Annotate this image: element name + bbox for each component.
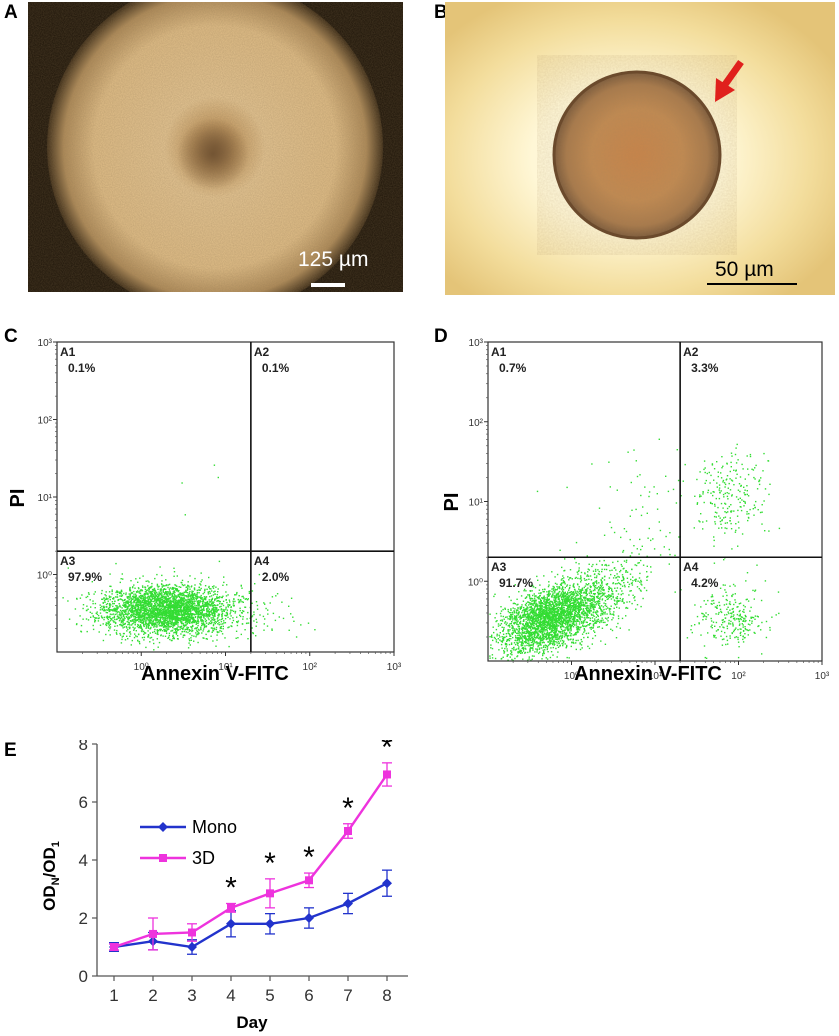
- plot-frame-C: [56, 341, 395, 653]
- arrow-icon: [715, 59, 744, 102]
- scatter-points-D: [489, 438, 781, 662]
- quadrant-percent-C-A3: 97.9%: [68, 570, 102, 584]
- y-tick-label-e-3: 6: [79, 793, 88, 812]
- y-tick-label-D-1: 10¹: [469, 498, 484, 509]
- x-tick-label-e-4: 5: [265, 986, 274, 1005]
- y-axis-label-c: PI: [7, 489, 29, 508]
- y-tick-label-C-2: 10²: [38, 416, 53, 427]
- x-tick-label-e-3: 4: [226, 986, 235, 1005]
- point-3d-1: [110, 943, 118, 951]
- y-tick-label-C-3: 10³: [38, 338, 53, 349]
- x-tick-label-D-3: 10³: [815, 671, 830, 682]
- flow-plot-d: 10⁰ 10⁰ 10¹ 10¹ 10² 10² 10³ 10³ A1 0.7% A2 3.3% A3 91…: [441, 338, 830, 685]
- flow-plot-c: 10⁰ 10⁰ 10¹ 10¹ 10² 10² 10³ 10³ A1 0.1% A2 0.1% A3 97…: [7, 338, 402, 685]
- x-axis-label-c: Annexin V-FITC: [141, 663, 289, 685]
- significance-mark-7: *: [342, 792, 354, 825]
- point-3d-6: [305, 876, 313, 885]
- point-3d-7: [344, 827, 352, 835]
- quadrant-percent-C-A4: 2.0%: [262, 570, 290, 584]
- quadrant-percent-D-A2: 3.3%: [691, 361, 719, 375]
- y-axis-label-e: ODN/OD1: [40, 841, 62, 911]
- legend-e: Mono 3D: [140, 817, 237, 868]
- quadrant-name-D-A1: A1: [491, 345, 507, 359]
- quadrant-percent-D-A1: 0.7%: [499, 361, 527, 375]
- point-mono-4: [226, 918, 236, 929]
- x-tick-label-D-0: 10⁰: [564, 671, 579, 682]
- quadrant-name-D-A4: A4: [683, 560, 699, 574]
- legend-marker-3d: [159, 854, 167, 862]
- quadrant-percent-D-A4: 4.2%: [691, 576, 719, 590]
- y-tick-label-C-1: 10¹: [38, 493, 53, 504]
- quadrant-name-C-A1: A1: [60, 345, 76, 359]
- y-axis-label-d: PI: [441, 493, 463, 512]
- x-tick-label-e-2: 3: [187, 986, 196, 1005]
- x-tick-label-e-1: 2: [148, 986, 157, 1005]
- significance-mark-6: *: [303, 841, 315, 874]
- point-3d-4: [227, 903, 235, 912]
- micrograph-b: 50 µm: [445, 2, 835, 295]
- panel-letter-b: B: [434, 2, 448, 23]
- y-tick-label-e-2: 4: [79, 851, 88, 870]
- quadrant-name-C-A4: A4: [254, 554, 270, 568]
- y-tick-label-C-0: 10⁰: [37, 571, 52, 582]
- line-chart-e: 0 2 4 6 8 1 2 3 4 5 6 7 8 * * * * * Mono 3D ODN/OD1 Day: [40, 740, 408, 1032]
- point-3d-3: [188, 928, 196, 937]
- x-tick-label-e-7: 8: [382, 986, 391, 1005]
- quadrant-name-D-A3: A3: [491, 560, 507, 574]
- legend-marker-mono: [158, 822, 168, 832]
- significance-mark-4: *: [225, 872, 237, 905]
- y-tick-label-e-0: 0: [79, 967, 88, 986]
- y-tick-label-D-2: 10²: [469, 418, 484, 429]
- y-tick-label-e-4: 8: [79, 740, 88, 754]
- point-mono-5: [265, 918, 275, 929]
- quadrant-percent-C-A2: 0.1%: [262, 361, 290, 375]
- x-tick-label-e-6: 7: [343, 986, 352, 1005]
- point-mono-8: [382, 878, 392, 889]
- scale-label-b: 50 µm: [715, 258, 774, 281]
- x-axis-label-d: Annexin V-FITC: [574, 663, 722, 685]
- point-mono-3: [187, 942, 197, 952]
- x-tick-label-D-1: 10¹: [648, 671, 663, 682]
- quadrant-percent-C-A1: 0.1%: [68, 361, 96, 375]
- y-tick-label-e-1: 2: [79, 909, 88, 928]
- quadrant-name-D-A2: A2: [683, 345, 699, 359]
- x-tick-label-e-0: 1: [109, 986, 118, 1005]
- series-line-3d: [113, 773, 388, 949]
- point-3d-2: [149, 929, 157, 938]
- y-tick-label-D-0: 10⁰: [468, 577, 483, 588]
- panel-letter-a: A: [4, 2, 18, 23]
- x-tick-label-C-2: 10²: [303, 662, 318, 673]
- significance-mark-8: *: [381, 740, 393, 764]
- y-tick-label-D-3: 10³: [469, 338, 484, 349]
- significance-mark-5: *: [264, 847, 276, 880]
- panel-letter-c: C: [4, 326, 18, 347]
- legend-label-mono: Mono: [192, 817, 237, 837]
- scatter-points-C: [62, 464, 316, 651]
- scale-label-a: 125 µm: [298, 248, 369, 271]
- micrograph-a: 125 µm: [28, 2, 403, 292]
- quadrant-percent-D-A3: 91.7%: [499, 576, 533, 590]
- point-mono-7: [343, 898, 353, 909]
- x-tick-label-C-1: 10¹: [218, 662, 233, 673]
- quadrant-name-C-A3: A3: [60, 554, 76, 568]
- x-tick-label-C-0: 10⁰: [134, 662, 149, 673]
- micrograph-b-image: [445, 2, 835, 295]
- legend-label-3d: 3D: [192, 848, 215, 868]
- panel-letter-e: E: [4, 740, 17, 761]
- point-mono-6: [304, 913, 314, 923]
- micrograph-a-image: [47, 2, 383, 292]
- point-3d-5: [266, 889, 274, 898]
- panel-letter-d: D: [434, 326, 448, 347]
- x-tick-label-D-2: 10²: [731, 671, 746, 682]
- x-axis-label-e: Day: [236, 1013, 268, 1032]
- series-line-mono: [113, 882, 388, 949]
- x-tick-label-C-3: 10³: [387, 662, 402, 673]
- x-tick-label-e-5: 6: [304, 986, 313, 1005]
- quadrant-name-C-A2: A2: [254, 345, 270, 359]
- point-3d-8: [383, 770, 391, 779]
